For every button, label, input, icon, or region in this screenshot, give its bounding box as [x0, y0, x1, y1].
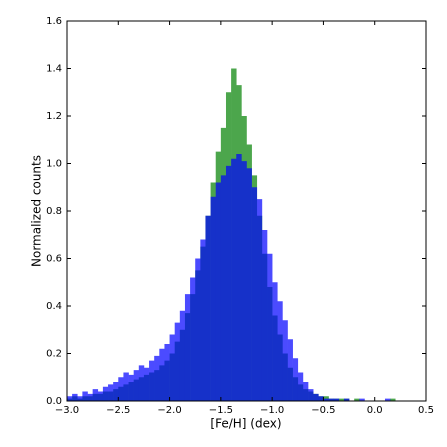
bar [251, 187, 258, 401]
bar [118, 377, 124, 401]
bar [215, 182, 222, 401]
bar [338, 398, 345, 401]
y-tick-label: 0.8 [46, 206, 62, 217]
bar [102, 386, 109, 401]
x-tick-label: −1.0 [260, 405, 284, 416]
bar [277, 301, 283, 401]
bar [313, 393, 319, 401]
bar [159, 348, 165, 401]
bar [143, 367, 150, 401]
y-tick-label: 0.4 [46, 301, 62, 312]
bar [72, 393, 78, 401]
bar [220, 175, 227, 401]
y-axis-label: Normalized counts [30, 155, 44, 267]
bar [297, 372, 304, 401]
bar [390, 398, 396, 401]
x-tick-label: −1.5 [209, 405, 233, 416]
bar [164, 344, 170, 401]
bar [292, 358, 299, 401]
bar [200, 239, 206, 401]
bar [179, 310, 186, 401]
bar [184, 294, 191, 401]
plot-area [67, 68, 396, 401]
bar [359, 398, 365, 401]
bar [225, 165, 232, 401]
y-tick-label: 1.2 [46, 111, 62, 122]
bar [287, 339, 293, 401]
bar [384, 398, 391, 401]
bar [236, 154, 242, 401]
bar [205, 215, 211, 401]
bar [241, 161, 247, 401]
bar [77, 396, 83, 401]
x-tick-label: −3.0 [55, 405, 79, 416]
y-tick-label: 1.4 [46, 64, 62, 75]
bar [108, 384, 114, 401]
bar [82, 391, 88, 401]
bar [308, 389, 314, 401]
histogram-series [67, 154, 391, 401]
bar [267, 253, 273, 401]
bar [256, 199, 263, 401]
bar [67, 396, 73, 401]
bar [154, 355, 160, 401]
bar [343, 398, 350, 401]
x-axis-label: [Fe/H] (dex) [210, 417, 281, 431]
x-tick-label: −2.0 [157, 405, 181, 416]
bar [138, 365, 145, 401]
bar [231, 158, 237, 401]
bar [190, 277, 196, 401]
x-tick-label: 0.0 [367, 405, 383, 416]
y-tick-label: 1.6 [46, 16, 62, 27]
bar [195, 258, 201, 401]
bar [302, 382, 309, 401]
bar [87, 393, 93, 401]
x-tick-label: −0.5 [311, 405, 335, 416]
bar [128, 374, 134, 401]
bar [97, 391, 104, 401]
bar [123, 372, 129, 401]
bar [328, 398, 334, 401]
bar [210, 196, 217, 401]
bar [282, 320, 288, 401]
bar [272, 282, 278, 401]
bar [261, 230, 268, 401]
y-tick-label: 0.0 [46, 396, 62, 407]
bar [169, 334, 175, 401]
x-tick-label: 0.5 [418, 405, 434, 416]
bar [246, 168, 252, 401]
bar [92, 389, 99, 401]
bar [113, 382, 119, 401]
bar [149, 360, 155, 401]
bar [133, 370, 140, 401]
bar [323, 398, 329, 401]
bar [333, 398, 340, 401]
bar [354, 398, 360, 401]
y-tick-label: 0.6 [46, 254, 62, 265]
bar [318, 396, 324, 401]
y-tick-label: 0.2 [46, 349, 62, 360]
y-tick-label: 1.0 [46, 159, 62, 170]
bar [174, 322, 181, 401]
x-tick-label: −2.5 [106, 405, 130, 416]
